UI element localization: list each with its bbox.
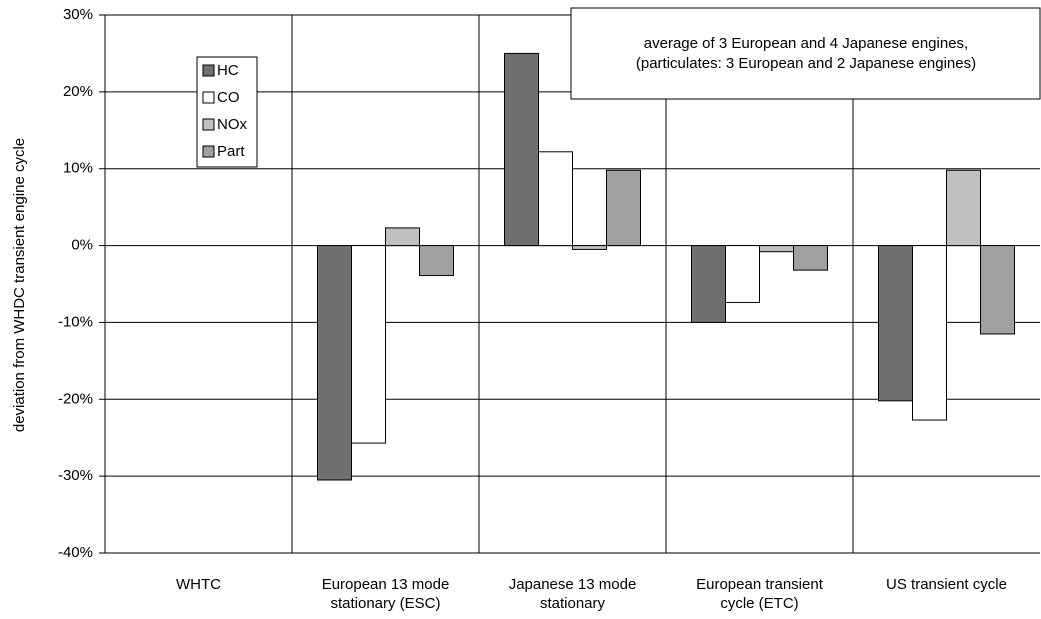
bar	[980, 245, 1015, 335]
legend-swatch	[202, 91, 215, 104]
bar	[793, 245, 828, 271]
x-tick-label: US transient cycle	[886, 576, 1007, 593]
legend-label: Part	[217, 143, 245, 160]
legend-label: HC	[217, 62, 239, 79]
x-tick-label: European transient cycle (ETC)	[696, 576, 823, 612]
annotation: (particulates: 3 European and 2 Japanese…	[636, 55, 976, 72]
bar	[317, 245, 352, 481]
bar	[538, 151, 573, 247]
bar	[351, 245, 386, 444]
bar	[419, 245, 454, 277]
legend-swatch	[202, 118, 215, 131]
y-tick-label: -40%	[58, 544, 93, 561]
bar	[759, 245, 794, 253]
y-tick-label: 0%	[71, 237, 93, 254]
y-tick-label: -10%	[58, 313, 93, 330]
bar	[606, 169, 641, 247]
annotation-box	[570, 7, 1041, 100]
bar	[385, 227, 420, 247]
bar	[504, 52, 539, 247]
x-tick-label: European 13 mode stationary (ESC)	[321, 576, 450, 612]
bar	[912, 245, 947, 421]
y-axis-label: deviation from WHDC transient engine cyc…	[11, 138, 28, 432]
bar	[725, 245, 760, 303]
annotation: average of 3 European and 4 Japanese eng…	[644, 35, 968, 52]
y-tick-label: -20%	[58, 390, 93, 407]
bar	[878, 245, 913, 402]
x-tick-label: Japanese 13 mode stationary	[508, 576, 637, 612]
legend-swatch	[202, 64, 215, 77]
legend-label: CO	[217, 89, 240, 106]
bar	[946, 169, 981, 247]
legend-label: NOx	[217, 116, 248, 133]
y-tick-label: 10%	[63, 160, 93, 177]
y-tick-label: 20%	[63, 83, 93, 100]
bar	[691, 245, 726, 323]
bar	[572, 245, 607, 250]
y-tick-label: 30%	[63, 6, 93, 23]
legend-swatch	[202, 145, 215, 158]
y-tick-label: -30%	[58, 467, 93, 484]
x-tick-label: WHTC	[176, 576, 221, 593]
